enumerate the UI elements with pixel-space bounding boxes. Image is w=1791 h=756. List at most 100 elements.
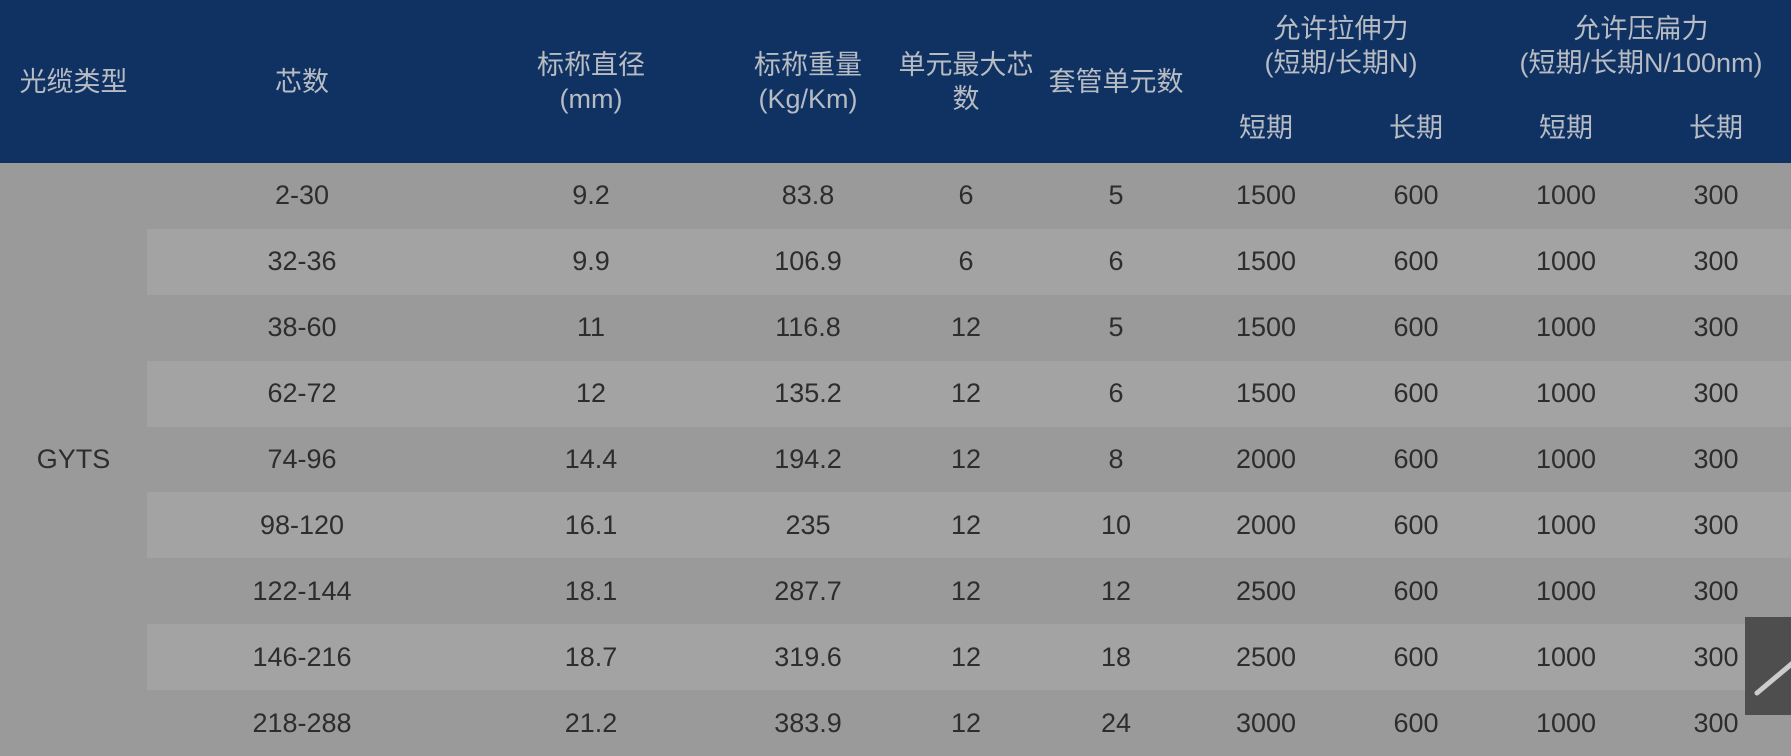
group-header-crush: 允许压扁力 (短期/长期N/100nm) [1491,0,1791,92]
table-row: 146-216 18.7 319.6 12 18 2500 600 1000 3… [0,624,1791,691]
cell-diameter: 21.2 [457,690,725,756]
sub-header-crush-short: 短期 [1491,92,1642,163]
cell-weight: 135.2 [725,360,891,427]
cell-tension-short: 2500 [1191,558,1341,625]
cell-tension-long: 600 [1341,492,1492,559]
cell-crush-short: 1000 [1491,492,1642,559]
cell-tube-units: 5 [1041,163,1191,229]
cell-crush-short: 1000 [1491,163,1642,229]
cell-max-cores-per-unit: 12 [891,492,1041,559]
cell-tube-units: 6 [1041,228,1191,295]
cell-cores: 218-288 [147,690,457,756]
cell-tension-long: 600 [1341,558,1492,625]
cell-tension-long: 600 [1341,690,1492,756]
cell-weight: 116.8 [725,294,891,361]
cell-crush-long: 300 [1641,558,1791,625]
cell-weight: 319.6 [725,624,891,691]
cell-diameter: 11 [457,294,725,361]
cell-tube-units: 8 [1041,426,1191,493]
cell-tube-units: 10 [1041,492,1191,559]
cell-crush-short: 1000 [1491,426,1642,493]
cell-weight: 235 [725,492,891,559]
cell-tension-long: 600 [1341,228,1492,295]
cell-tube-units: 18 [1041,624,1191,691]
cell-crush-short: 1000 [1491,690,1642,756]
cell-crush-short: 1000 [1491,360,1642,427]
col-header-max-cores-per-unit: 单元最大芯数 [891,0,1041,163]
back-to-top-button[interactable] [1745,617,1791,715]
cell-tension-short: 2500 [1191,624,1341,691]
cell-cores: 32-36 [147,228,457,295]
col-header-tube-units: 套管单元数 [1041,0,1191,163]
table-row: 98-120 16.1 235 12 10 2000 600 1000 300 [0,492,1791,559]
chevron-up-icon [1745,617,1791,715]
cell-max-cores-per-unit: 6 [891,228,1041,295]
cell-cores: 2-30 [147,163,457,229]
col-header-cable-type: 光缆类型 [0,0,147,163]
table-body: GYTS 2-30 9.2 83.8 6 5 1500 600 1000 300… [0,163,1791,756]
cell-tension-short: 1500 [1191,163,1341,229]
cell-crush-long: 300 [1641,228,1791,295]
table-row: 74-96 14.4 194.2 12 8 2000 600 1000 300 [0,426,1791,493]
cell-crush-short: 1000 [1491,624,1642,691]
table-row: 62-72 12 135.2 12 6 1500 600 1000 300 [0,360,1791,427]
cell-max-cores-per-unit: 12 [891,360,1041,427]
cell-diameter: 9.2 [457,163,725,229]
table-header: 光缆类型 芯数 标称直径 (mm) 标称重量 (Kg/Km) 单元最大芯数 套管单元… [0,0,1791,163]
cell-tension-long: 600 [1341,624,1492,691]
group-header-tension: 允许拉伸力 (短期/长期N) [1191,0,1492,92]
cell-tension-short: 2000 [1191,426,1341,493]
cell-max-cores-per-unit: 12 [891,690,1041,756]
cell-cores: 122-144 [147,558,457,625]
cell-tension-short: 1500 [1191,360,1341,427]
cell-cores: 38-60 [147,294,457,361]
cell-diameter: 9.9 [457,228,725,295]
cell-max-cores-per-unit: 12 [891,624,1041,691]
cell-cores: 98-120 [147,492,457,559]
cell-tension-long: 600 [1341,360,1492,427]
cell-tube-units: 6 [1041,360,1191,427]
sub-header-crush-long: 长期 [1641,92,1791,163]
cell-cores: 146-216 [147,624,457,691]
cell-weight: 194.2 [725,426,891,493]
cell-weight: 383.9 [725,690,891,756]
cell-crush-short: 1000 [1491,558,1642,625]
table-row: 38-60 11 116.8 12 5 1500 600 1000 300 [0,294,1791,361]
cell-diameter: 18.7 [457,624,725,691]
cell-tension-short: 1500 [1191,228,1341,295]
sub-header-tension-long: 长期 [1341,92,1492,163]
cell-crush-long: 300 [1641,294,1791,361]
cell-diameter: 12 [457,360,725,427]
col-header-cores: 芯数 [147,0,457,163]
cell-crush-long: 300 [1641,163,1791,229]
cell-tension-long: 600 [1341,163,1492,229]
cell-cores: 74-96 [147,426,457,493]
cell-crush-long: 300 [1641,360,1791,427]
cell-tension-long: 600 [1341,294,1492,361]
cell-tension-short: 1500 [1191,294,1341,361]
cell-diameter: 18.1 [457,558,725,625]
table-row: 122-144 18.1 287.7 12 12 2500 600 1000 3… [0,558,1791,625]
cell-max-cores-per-unit: 6 [891,163,1041,229]
table-row: GYTS 2-30 9.2 83.8 6 5 1500 600 1000 300 [0,163,1791,756]
cell-max-cores-per-unit: 12 [891,294,1041,361]
cell-crush-short: 1000 [1491,228,1642,295]
cell-cores: 62-72 [147,360,457,427]
cell-max-cores-per-unit: 12 [891,558,1041,625]
col-header-diameter: 标称直径 (mm) [457,0,725,163]
cell-crush-short: 1000 [1491,294,1642,361]
cell-tension-short: 3000 [1191,690,1341,756]
table-row: 218-288 21.2 383.9 12 24 3000 600 1000 3… [0,690,1791,756]
col-header-weight: 标称重量 (Kg/Km) [725,0,891,163]
cell-max-cores-per-unit: 12 [891,426,1041,493]
cell-tube-units: 12 [1041,558,1191,625]
cell-tension-short: 2000 [1191,492,1341,559]
cell-cable-type: GYTS [0,163,147,756]
cell-weight: 287.7 [725,558,891,625]
cell-crush-long: 300 [1641,492,1791,559]
cell-tension-long: 600 [1341,426,1492,493]
cell-weight: 83.8 [725,163,891,229]
cell-weight: 106.9 [725,228,891,295]
